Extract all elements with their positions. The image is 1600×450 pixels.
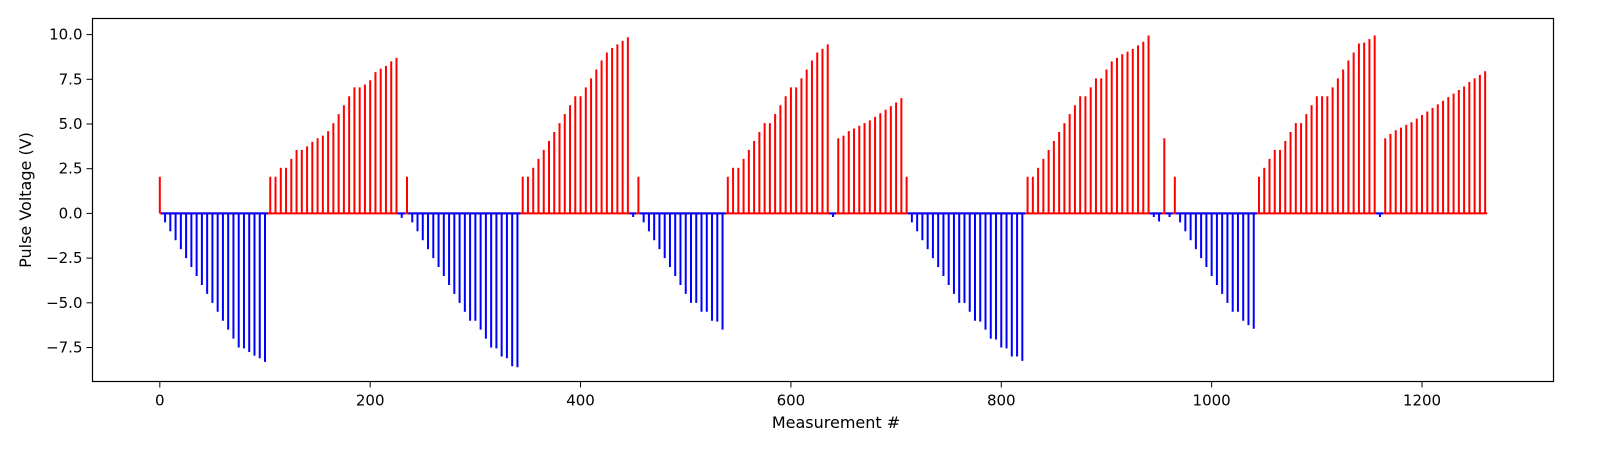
plot-frame [91, 17, 1555, 383]
x-tick-label: 0 [155, 392, 165, 410]
y-tick-label: 7.5 [59, 70, 83, 88]
x-tick-label: 400 [566, 392, 595, 410]
x-tick-label: 1200 [1403, 392, 1441, 410]
y-tick-label: 0.0 [59, 204, 83, 222]
x-tick-label: 1000 [1193, 392, 1231, 410]
y-axis-ticks: −7.5 −5.0 −2.5 0.0 2.5 5.0 7.5 10.0 [46, 26, 93, 357]
y-tick-label: 2.5 [59, 160, 83, 178]
x-tick-label: 600 [777, 392, 806, 410]
x-tick-label: 200 [356, 392, 385, 410]
y-tick-label: −5.0 [46, 294, 82, 312]
y-tick-label: 10.0 [49, 26, 82, 44]
y-tick-label: −7.5 [46, 339, 82, 357]
pulse-bars [158, 35, 1487, 368]
x-axis-ticks: 0 200 400 600 800 1000 1200 [155, 381, 1441, 410]
x-axis-label: Measurement # [772, 413, 900, 432]
y-tick-label: −2.5 [46, 249, 82, 267]
y-tick-label: 5.0 [59, 115, 83, 133]
x-tick-label: 800 [987, 392, 1016, 410]
y-axis-label: Pulse Voltage (V) [16, 132, 35, 268]
